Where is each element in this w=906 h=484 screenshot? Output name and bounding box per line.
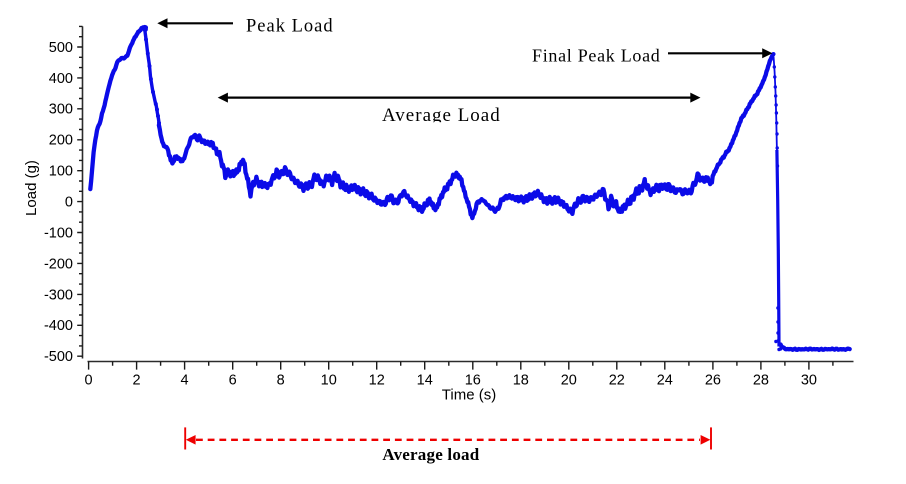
svg-text:22: 22 xyxy=(609,373,625,389)
svg-text:Peak Load: Peak Load xyxy=(246,17,334,37)
svg-text:Average Load: Average Load xyxy=(382,105,501,126)
svg-text:4: 4 xyxy=(181,373,189,389)
svg-text:-300: -300 xyxy=(44,287,73,303)
svg-text:-400: -400 xyxy=(44,318,73,334)
svg-text:Final Peak Load: Final Peak Load xyxy=(532,46,660,66)
svg-text:18: 18 xyxy=(513,373,529,389)
svg-text:8: 8 xyxy=(277,373,285,389)
svg-text:14: 14 xyxy=(417,373,433,389)
svg-text:100: 100 xyxy=(49,164,73,180)
svg-text:Time (s): Time (s) xyxy=(442,387,496,404)
svg-text:200: 200 xyxy=(49,133,73,149)
svg-text:300: 300 xyxy=(49,102,73,118)
svg-text:6: 6 xyxy=(229,373,237,389)
svg-text:0: 0 xyxy=(85,373,93,389)
svg-text:28: 28 xyxy=(753,373,769,389)
svg-text:-500: -500 xyxy=(44,349,73,365)
svg-text:30: 30 xyxy=(801,373,817,389)
svg-text:20: 20 xyxy=(561,373,577,389)
svg-text:Load (g): Load (g) xyxy=(23,160,40,216)
svg-text:10: 10 xyxy=(321,373,337,389)
svg-text:16: 16 xyxy=(465,373,481,389)
svg-text:12: 12 xyxy=(369,373,385,389)
svg-text:400: 400 xyxy=(49,71,73,87)
svg-text:26: 26 xyxy=(705,373,721,389)
svg-text:Average load: Average load xyxy=(382,445,479,464)
svg-text:24: 24 xyxy=(657,373,673,389)
svg-text:500: 500 xyxy=(49,40,73,56)
svg-text:2: 2 xyxy=(133,373,141,389)
svg-text:-100: -100 xyxy=(44,225,73,241)
svg-text:-200: -200 xyxy=(44,256,73,272)
svg-text:0: 0 xyxy=(65,195,73,211)
